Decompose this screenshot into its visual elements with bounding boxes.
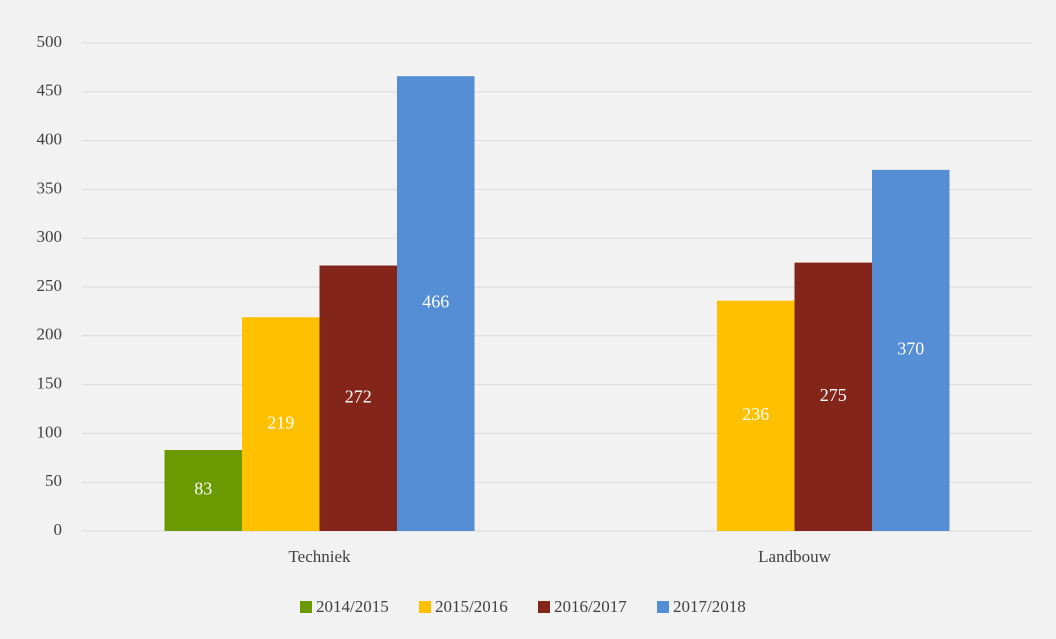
value-label: 370: [897, 339, 924, 359]
y-tick-label: 0: [54, 520, 63, 539]
y-tick-label: 450: [37, 81, 63, 100]
legend-swatch: [657, 601, 669, 613]
y-tick-label: 500: [37, 32, 63, 51]
legend-label: 2017/2018: [673, 597, 746, 616]
y-tick-label: 150: [37, 374, 63, 393]
value-label: 272: [345, 386, 372, 406]
y-tick-label: 250: [37, 276, 63, 295]
bar: [164, 449, 242, 531]
bar: [794, 262, 872, 531]
value-label: 236: [742, 404, 769, 424]
bar: [319, 265, 397, 531]
value-label: 275: [820, 385, 847, 405]
legend-label: 2014/2015: [316, 597, 389, 616]
y-tick-label: 50: [45, 471, 62, 490]
y-tick-label: 300: [37, 227, 63, 246]
legend-swatch: [300, 601, 312, 613]
value-label: 219: [267, 412, 294, 432]
legend-label: 2016/2017: [554, 597, 627, 616]
y-tick-label: 200: [37, 325, 63, 344]
bar: [872, 169, 950, 531]
bar: [717, 300, 795, 531]
legend-label: 2015/2016: [435, 597, 508, 616]
legend-swatch: [538, 601, 550, 613]
y-tick-label: 100: [37, 422, 63, 441]
y-tick-label: 350: [37, 178, 63, 197]
y-tick-label: 400: [37, 130, 63, 149]
bar: [242, 317, 320, 531]
legend-swatch: [419, 601, 431, 613]
value-label: 466: [422, 292, 449, 312]
value-label: 83: [194, 479, 212, 499]
bar: [397, 76, 475, 532]
x-tick-label: Landbouw: [758, 547, 831, 566]
x-tick-label: Techniek: [288, 547, 351, 566]
